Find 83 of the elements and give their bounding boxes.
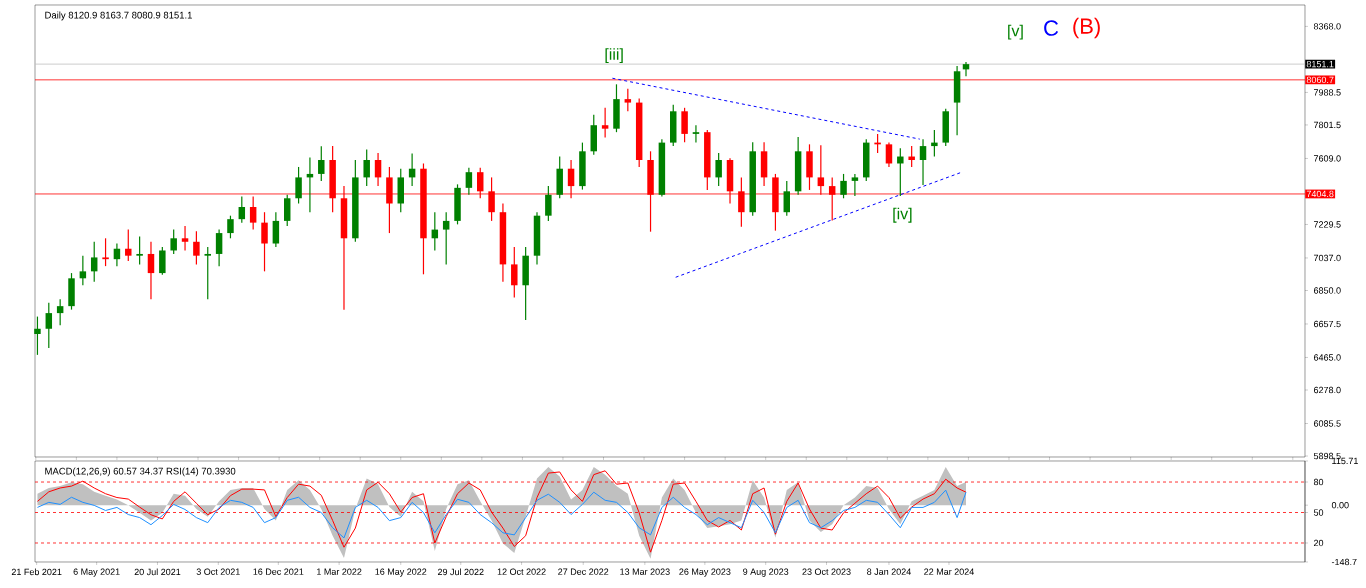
candlestick xyxy=(908,145,915,168)
candlestick xyxy=(34,315,41,356)
candlestick xyxy=(681,107,688,143)
candlestick xyxy=(295,166,302,205)
x-tick-label: 16 May 2022 xyxy=(375,568,427,577)
y2-tick-label: 0.00 xyxy=(1331,501,1349,509)
candlestick xyxy=(215,229,223,267)
y-tick-label: 80 xyxy=(1313,478,1324,486)
candlestick xyxy=(511,246,518,299)
y2-tick-label: -148.7 xyxy=(1331,558,1357,566)
y-tick-label: 6657.5 xyxy=(1313,320,1341,328)
candlestick xyxy=(79,255,87,286)
candlestick xyxy=(318,145,325,182)
candlestick xyxy=(90,241,98,283)
annotation: (B) xyxy=(1073,17,1100,39)
y-tick-label: 8368.0 xyxy=(1313,23,1341,30)
candlestick xyxy=(181,225,189,252)
candlestick xyxy=(442,211,450,265)
candlestick xyxy=(102,237,109,267)
x-tick-label: 13 Mar 2023 xyxy=(620,568,670,575)
candlestick xyxy=(624,88,632,112)
y-tick-label: 20 xyxy=(1313,539,1324,547)
x-tick-label: 9 Aug 2023 xyxy=(743,568,789,577)
x-tick-label: 3 Oct 2021 xyxy=(196,568,240,575)
candlestick xyxy=(885,142,893,168)
candlestick xyxy=(545,185,552,222)
candlestick xyxy=(227,215,234,239)
ref-line-label: 8151.1 xyxy=(1306,60,1334,68)
candlestick xyxy=(919,138,927,186)
y-tick-label: 7609.0 xyxy=(1313,155,1341,162)
candlestick xyxy=(897,147,904,197)
candlestick xyxy=(136,235,143,265)
candlestick xyxy=(56,298,64,326)
candlestick xyxy=(272,211,280,248)
candlestick xyxy=(249,195,257,231)
annotation: [iv] xyxy=(893,207,912,223)
y-tick-label: 6850.0 xyxy=(1313,287,1341,294)
x-tick-label: 1 Mar 2022 xyxy=(317,568,362,575)
y-tick-label: 6465.0 xyxy=(1313,354,1341,361)
x-tick-label: 27 Dec 2022 xyxy=(558,568,609,575)
x-tick-label: 23 Oct 2023 xyxy=(802,568,851,575)
x-tick-label: 8 Jan 2024 xyxy=(867,568,911,575)
candlestick xyxy=(261,211,268,272)
y-tick-label: 6085.5 xyxy=(1313,420,1341,427)
y-tick-label: 7801.5 xyxy=(1313,121,1341,129)
candlestick xyxy=(783,180,791,217)
candlestick xyxy=(374,152,382,187)
y-tick-label: 6278.0 xyxy=(1313,386,1341,394)
x-tick-label: 22 Mar 2024 xyxy=(924,568,974,575)
y-tick-label: 50 xyxy=(1313,509,1324,516)
y-tick-label: 7037.0 xyxy=(1313,254,1341,262)
candlestick xyxy=(465,167,473,196)
y-tick-label: 7988.5 xyxy=(1313,89,1341,96)
candlestick xyxy=(283,194,291,227)
ref-line-label: 7404.8 xyxy=(1306,190,1334,198)
candlestick xyxy=(147,241,155,300)
x-tick-label: 21 Feb 2021 xyxy=(11,568,62,576)
candlestick xyxy=(125,229,132,262)
candlestick xyxy=(840,173,847,199)
y-tick-label: 7229.5 xyxy=(1313,221,1341,228)
candlestick xyxy=(851,173,859,197)
x-tick-label: 12 Oct 2022 xyxy=(497,568,546,575)
annotation: C xyxy=(1044,20,1059,36)
candlestick xyxy=(170,229,177,255)
candlestick xyxy=(692,124,700,144)
candlestick xyxy=(193,230,200,265)
x-tick-label: 20 Jul 2021 xyxy=(134,568,181,576)
annotation: [v] xyxy=(1008,24,1023,40)
annotation: [iii] xyxy=(605,48,623,64)
candlestick xyxy=(204,246,211,300)
text: Daily 8120.9 8163.7 8080.9 8151.1 xyxy=(45,11,192,21)
candlestick xyxy=(601,107,609,138)
candlestick xyxy=(715,152,722,187)
candlestick xyxy=(363,148,370,187)
x-tick-label: 16 Dec 2021 xyxy=(253,568,304,575)
x-tick-label: 26 May 2023 xyxy=(679,568,731,577)
x-tick-label: 29 Jul 2022 xyxy=(437,568,484,576)
candlestick xyxy=(159,246,166,276)
x-tick-label: 6 May 2021 xyxy=(73,568,120,577)
ref-line-label: 8060.7 xyxy=(1306,76,1334,84)
candlestick xyxy=(45,302,53,349)
candlestick xyxy=(931,129,938,158)
candlestick xyxy=(238,195,246,224)
